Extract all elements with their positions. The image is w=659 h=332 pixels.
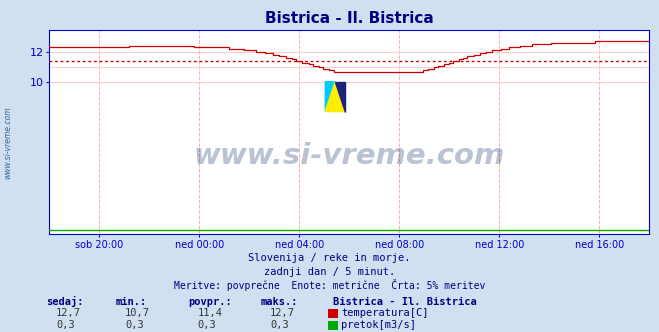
Text: 10,7: 10,7 [125, 308, 150, 318]
Text: pretok[m3/s]: pretok[m3/s] [341, 320, 416, 330]
Text: zadnji dan / 5 minut.: zadnji dan / 5 minut. [264, 267, 395, 277]
Text: Bistrica - Il. Bistrica: Bistrica - Il. Bistrica [333, 297, 476, 307]
Text: 0,3: 0,3 [125, 320, 144, 330]
Text: Meritve: povprečne  Enote: metrične  Črta: 5% meritev: Meritve: povprečne Enote: metrične Črta:… [174, 279, 485, 291]
Text: www.si-vreme.com: www.si-vreme.com [3, 107, 13, 179]
Text: 0,3: 0,3 [56, 320, 74, 330]
Text: 12,7: 12,7 [56, 308, 81, 318]
Text: temperatura[C]: temperatura[C] [341, 308, 429, 318]
Text: Slovenija / reke in morje.: Slovenija / reke in morje. [248, 253, 411, 263]
Text: sedaj:: sedaj: [46, 296, 84, 307]
Text: 0,3: 0,3 [198, 320, 216, 330]
Text: povpr.:: povpr.: [188, 297, 231, 307]
Text: 11,4: 11,4 [198, 308, 223, 318]
Text: www.si-vreme.com: www.si-vreme.com [194, 142, 505, 170]
Text: 0,3: 0,3 [270, 320, 289, 330]
Text: maks.:: maks.: [260, 297, 298, 307]
Text: 12,7: 12,7 [270, 308, 295, 318]
Text: min.:: min.: [115, 297, 146, 307]
Title: Bistrica - Il. Bistrica: Bistrica - Il. Bistrica [265, 11, 434, 26]
